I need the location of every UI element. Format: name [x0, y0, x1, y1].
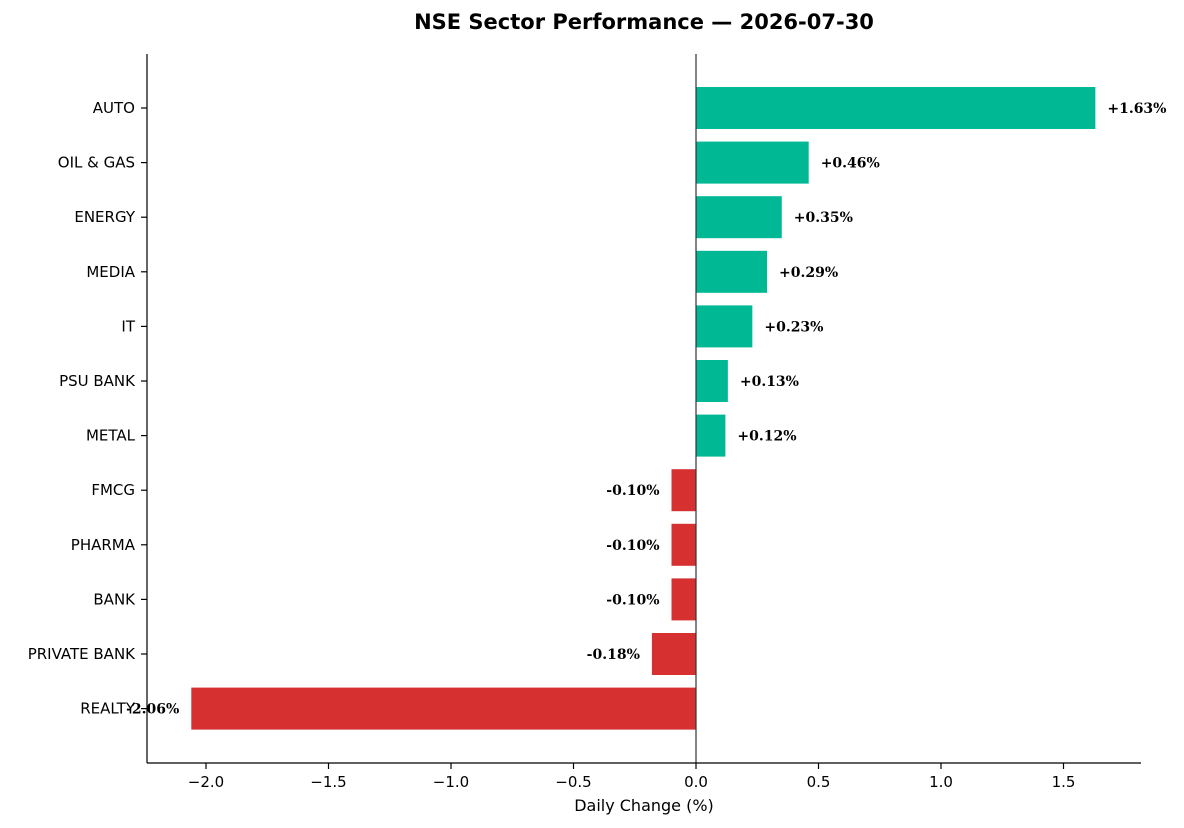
bar-value-label-energy: +0.35%: [794, 210, 853, 226]
y-axis-ticks: AUTO OIL & GAS ENERGY MEDIA IT PSU BANK METAL F…: [28, 99, 147, 718]
bar-realty: [191, 687, 697, 730]
y-tick-label-energy: ENERGY: [74, 208, 135, 226]
y-tick-label-pharma: PHARMA: [71, 536, 136, 554]
bar-media: [696, 250, 768, 293]
x-tick-label: −1.0: [433, 773, 469, 791]
bar-value-label-bank: -0.10%: [606, 592, 659, 608]
bar-pharma: [671, 523, 696, 566]
x-tick-label: −0.5: [555, 773, 591, 791]
bar-energy: [696, 196, 782, 239]
bar-value-label-auto: +1.63%: [1107, 101, 1166, 117]
y-tick-label-private-bank: PRIVATE BANK: [28, 645, 136, 663]
x-tick-label: 1.5: [1052, 773, 1076, 791]
bar-value-label-it: +0.23%: [764, 319, 823, 335]
bar-it: [696, 305, 753, 348]
x-tick-label: 0.5: [807, 773, 831, 791]
x-tick-label: −2.0: [188, 773, 224, 791]
x-tick-label: −1.5: [310, 773, 346, 791]
bar-psu-bank: [696, 360, 728, 402]
bar-value-label-media: +0.29%: [779, 265, 838, 281]
y-tick-label-psu-bank: PSU BANK: [59, 372, 136, 390]
x-axis-ticks: −2.0 −1.5 −1.0 −0.5 0.0 0.5 1.0 1.5: [188, 763, 1076, 791]
y-tick-label-realty: REALTY: [80, 700, 136, 718]
y-tick-label-it: IT: [121, 317, 135, 335]
bar-value-label-fmcg: -0.10%: [606, 483, 659, 499]
bar-private-bank: [651, 633, 696, 675]
bar-value-label-metal: +0.12%: [737, 429, 796, 445]
bar-labels-group: +1.63% +0.46% +0.35% +0.29% +0.23% +0.13% +0.1…: [126, 101, 1166, 718]
bar-value-label-psu-bank: +0.13%: [740, 374, 799, 390]
bar-metal: [696, 414, 726, 457]
bars-group: [191, 87, 1096, 730]
y-tick-label-media: MEDIA: [86, 263, 135, 281]
y-tick-label-metal: METAL: [86, 427, 136, 445]
y-tick-label-auto: AUTO: [93, 99, 135, 117]
x-axis-label: Daily Change (%): [574, 796, 714, 815]
x-tick-label: 0.0: [684, 773, 708, 791]
x-tick-label: 1.0: [929, 773, 953, 791]
chart-title: NSE Sector Performance — 2026-07-30: [414, 10, 874, 34]
bar-value-label-pharma: -0.10%: [606, 538, 659, 554]
bar-value-label-realty: -2.06%: [126, 702, 179, 718]
bar-value-label-oil-gas: +0.46%: [821, 156, 880, 172]
bar-fmcg: [671, 469, 696, 512]
bar-value-label-private-bank: -0.18%: [587, 647, 640, 663]
bar-oil-gas: [696, 141, 809, 184]
y-tick-label-fmcg: FMCG: [91, 481, 135, 499]
y-tick-label-oil-gas: OIL & GAS: [58, 154, 135, 172]
bar-bank: [671, 578, 696, 621]
bar-auto: [696, 87, 1096, 129]
y-tick-label-bank: BANK: [93, 590, 136, 608]
